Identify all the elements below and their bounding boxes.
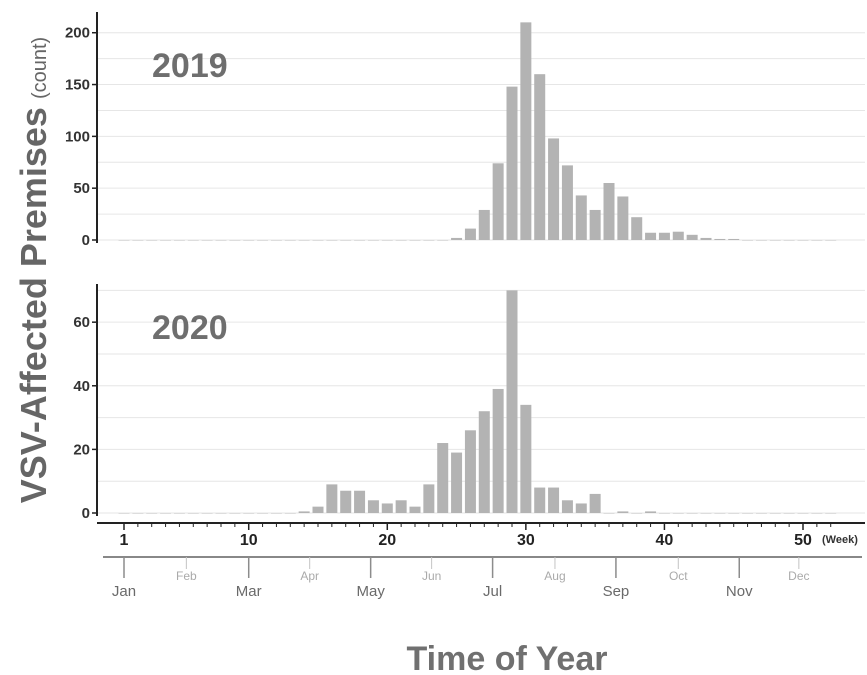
bar-2020-week-22 — [409, 506, 421, 513]
month-label-mar: Mar — [236, 583, 262, 600]
bar-2019-week-33 — [561, 165, 573, 240]
bar-2020-week-14 — [298, 511, 310, 513]
bar-2020-week-19 — [367, 500, 379, 513]
month-label-oct: Oct — [669, 569, 688, 583]
month-label-nov: Nov — [726, 583, 753, 600]
bar-2020-week-28 — [492, 388, 504, 513]
x-axis-title: Time of Year — [407, 640, 608, 675]
bar-series — [118, 22, 837, 514]
month-label-apr: Apr — [300, 569, 319, 583]
axes: 0 50 100 150 200 0 20 40 60 1 10 20 30 40 50 Jan Feb Mar A… — [65, 12, 865, 600]
x-tick-label: 50 — [794, 532, 812, 549]
bar-2020-week-33 — [561, 500, 573, 513]
month-label-aug: Aug — [544, 569, 565, 583]
y-tick-label: 50 — [73, 180, 90, 197]
bar-2020-week-29 — [506, 290, 518, 513]
bar-2019-week-45 — [728, 238, 740, 240]
bar-2020-week-39 — [645, 511, 657, 513]
bar-2019-week-35 — [589, 209, 601, 240]
y-tick-label: 200 — [65, 25, 90, 42]
bar-2019-week-27 — [478, 209, 490, 240]
bar-2020-week-31 — [534, 487, 546, 513]
x-tick-label: 1 — [120, 532, 129, 549]
y-tick-label: 0 — [82, 232, 90, 249]
bar-2019-week-32 — [548, 138, 560, 240]
month-label-jan: Jan — [112, 583, 136, 600]
x-tick-label: 40 — [656, 532, 674, 549]
bar-2020-week-24 — [437, 443, 449, 513]
bar-2019-week-31 — [534, 74, 546, 240]
bar-2019-week-37 — [617, 196, 629, 240]
y-tick-label: 100 — [65, 128, 90, 145]
y-tick-label: 20 — [73, 441, 90, 458]
bar-2019-week-36 — [603, 183, 615, 240]
bar-2020-week-15 — [312, 506, 324, 513]
bar-2020-week-34 — [575, 503, 587, 513]
bar-2019-week-28 — [492, 163, 504, 240]
month-label-sep: Sep — [603, 583, 630, 600]
bar-2020-week-26 — [464, 430, 476, 513]
bar-2020-week-37 — [617, 511, 629, 513]
y-tick-label: 0 — [82, 505, 90, 522]
bar-2019-week-43 — [700, 237, 712, 240]
panel-title-2020: 2020 — [152, 309, 228, 347]
bar-2020-week-25 — [451, 452, 463, 513]
bar-2019-week-30 — [520, 22, 532, 241]
x-tick-label: 20 — [378, 532, 396, 549]
bar-2020-week-32 — [548, 487, 560, 513]
bar-2020-week-18 — [354, 490, 366, 513]
month-label-jun: Jun — [422, 569, 441, 583]
bar-2020-week-20 — [381, 503, 393, 513]
month-label-dec: Dec — [788, 569, 809, 583]
bar-2019-week-39 — [645, 232, 657, 240]
bar-2019-week-26 — [464, 228, 476, 240]
bar-2019-week-42 — [686, 234, 698, 240]
y-tick-label: 150 — [65, 77, 90, 94]
bar-2019-week-29 — [506, 86, 518, 240]
x-tick-label: 10 — [240, 532, 258, 549]
bar-2020-week-17 — [340, 490, 352, 513]
bar-2020-week-16 — [326, 484, 338, 513]
bar-2019-week-25 — [451, 237, 463, 240]
bar-2020-week-27 — [478, 411, 490, 513]
bar-2020-week-30 — [520, 404, 532, 513]
bar-2020-week-21 — [395, 500, 407, 513]
bar-2020-week-23 — [423, 484, 435, 513]
month-label-may: May — [356, 583, 385, 600]
bar-2019-week-38 — [631, 217, 643, 240]
month-label-feb: Feb — [176, 569, 197, 583]
y-axis-label: VSV-Affected Premises(count) — [13, 37, 54, 503]
bar-2019-week-34 — [575, 195, 587, 240]
month-label-jul: Jul — [483, 583, 502, 600]
panel-title-2019: 2019 — [152, 47, 228, 85]
y-tick-label: 60 — [73, 314, 90, 331]
x-tick-label: 30 — [517, 532, 535, 549]
y-tick-label: 40 — [73, 378, 90, 395]
bar-2020-week-35 — [589, 493, 601, 513]
bar-2019-week-44 — [714, 238, 726, 240]
bar-2019-week-40 — [658, 232, 670, 240]
bar-2019-week-41 — [672, 231, 684, 240]
week-unit-label: (Week) — [822, 534, 858, 546]
